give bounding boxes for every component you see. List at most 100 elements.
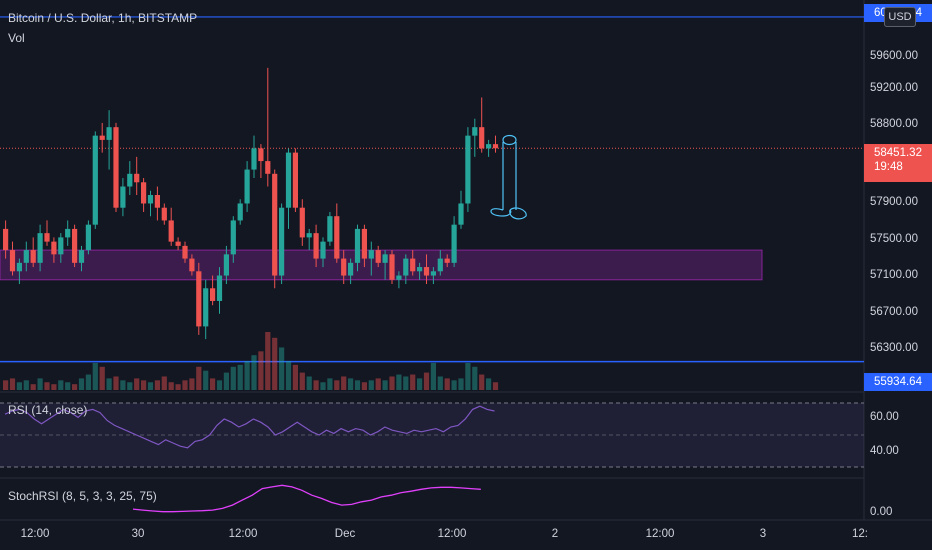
candle-body	[375, 250, 381, 263]
candle-body	[9, 250, 16, 272]
volume-bar	[244, 361, 250, 390]
volume-bar	[189, 378, 195, 390]
candle-body	[306, 233, 312, 238]
volume-bar	[120, 380, 126, 390]
volume-bar	[423, 372, 430, 390]
stochrsi-tick: 0.00	[870, 506, 893, 518]
candle-body	[92, 135, 98, 225]
time-tick: 30	[131, 528, 145, 540]
candle-body	[141, 182, 147, 204]
candle-body	[210, 288, 216, 301]
candle-body	[472, 127, 478, 136]
volume-bar	[106, 378, 112, 390]
volume-bar	[141, 380, 147, 390]
top-line-price-tag: 60000.14	[864, 4, 932, 22]
candle-body	[168, 220, 174, 242]
current-price: 58451.32	[874, 147, 922, 159]
support-line-price-tag: 55934.64	[864, 373, 932, 391]
candle-body	[354, 228, 361, 263]
candle-body	[147, 195, 154, 204]
candle-body	[299, 207, 305, 238]
volume-bar	[306, 376, 312, 390]
volume-bar	[30, 384, 36, 390]
volume-bar	[348, 378, 354, 390]
volume-bar	[65, 382, 71, 390]
candle-body	[223, 254, 229, 276]
volume-bar	[444, 378, 450, 390]
price-tick: 59200.00	[870, 82, 918, 94]
volume-bar	[175, 384, 181, 390]
volume-bar	[210, 378, 216, 390]
candle-body	[368, 250, 374, 259]
volume-bar	[279, 347, 285, 390]
support-zone-rectangle	[0, 249, 763, 281]
volume-bar	[492, 382, 499, 390]
volume-bar	[203, 370, 209, 390]
volume-bar	[85, 374, 91, 390]
time-tick: Dec	[334, 528, 356, 540]
volume-bar	[44, 382, 50, 390]
volume-bar	[486, 378, 492, 390]
volume-bar	[334, 380, 340, 390]
volume-bar	[258, 351, 264, 390]
volume-bar	[161, 376, 167, 390]
volume-bar	[368, 380, 374, 390]
candle-body	[244, 169, 250, 204]
volume-bar	[51, 384, 57, 390]
candle-body	[58, 237, 64, 255]
time-tick: 12:00	[20, 528, 50, 540]
volume-bar	[237, 364, 243, 390]
time-tick: 12:00	[645, 528, 675, 540]
rsi-tick: 60.00	[870, 411, 899, 423]
volume-bar	[472, 366, 478, 390]
candle-body	[203, 288, 209, 327]
volume-bar	[9, 378, 16, 390]
candle-body	[451, 224, 457, 263]
candle-body	[279, 207, 285, 276]
volume-bar	[168, 382, 174, 390]
volume-bar	[410, 374, 416, 390]
candle-body	[465, 135, 471, 204]
candle-body	[65, 228, 71, 238]
candle-body	[216, 275, 223, 301]
volume-bar	[265, 332, 271, 390]
candle-body	[444, 258, 450, 263]
candle-body	[396, 275, 402, 280]
time-tick: 12:00	[228, 528, 258, 540]
candle-body	[492, 144, 499, 149]
volume-bar	[251, 355, 257, 390]
price-tick: 56300.00	[870, 342, 918, 354]
volume-bar	[451, 380, 457, 390]
candle-body	[327, 216, 333, 242]
rsi-tick: 40.00	[870, 445, 899, 457]
price-tick: 58800.00	[870, 118, 918, 130]
candle-body	[99, 135, 105, 140]
volume-bar	[396, 374, 402, 390]
candle-body	[285, 152, 292, 208]
price-tick: 57900.00	[870, 196, 918, 208]
candle-body	[30, 250, 36, 263]
candle-body	[341, 258, 347, 276]
price-tick: 56700.00	[870, 306, 918, 318]
candle-body	[313, 233, 319, 259]
stochrsi-label: StochRSI (8, 5, 3, 3, 25, 75)	[8, 489, 157, 503]
candle-body	[423, 267, 430, 276]
candle-body	[417, 267, 423, 272]
volume-bar	[113, 376, 119, 390]
candle-body	[3, 228, 9, 251]
volume-bar	[16, 382, 22, 390]
candle-body	[258, 148, 264, 162]
volume-bar	[216, 380, 223, 390]
candle-body	[106, 127, 112, 140]
volume-bar	[23, 380, 29, 390]
volume-bar	[147, 382, 154, 390]
volume-bar	[134, 378, 140, 390]
rsi-line	[4, 405, 495, 449]
volume-bar	[437, 376, 443, 390]
volume-bar	[299, 372, 305, 390]
volume-bar	[354, 380, 361, 390]
candle-body	[113, 127, 119, 208]
candle-body	[237, 203, 243, 221]
candle-body	[23, 250, 29, 263]
